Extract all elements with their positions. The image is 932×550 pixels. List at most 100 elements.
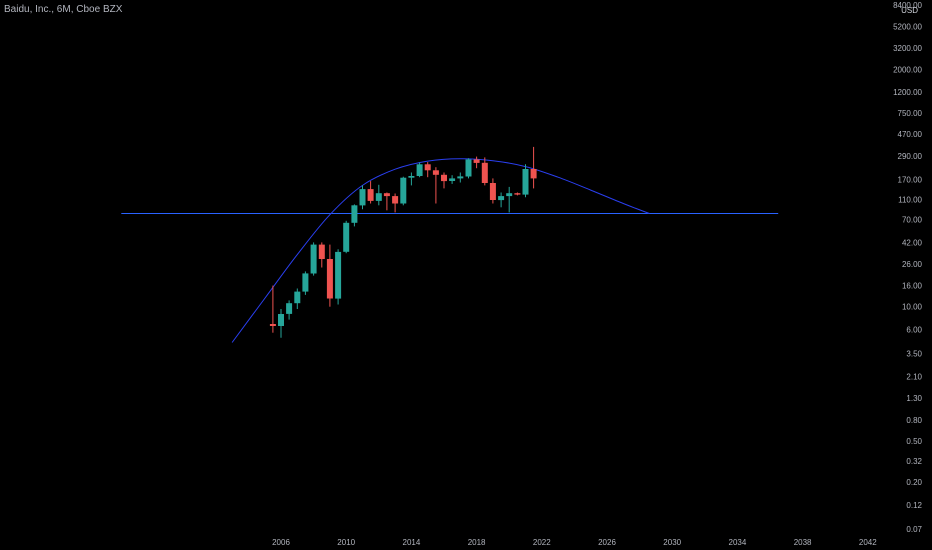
price-tick-label: 1.30 <box>906 394 922 403</box>
candle-body <box>343 222 350 252</box>
price-tick-label: 1200.00 <box>893 88 922 97</box>
price-axis[interactable]: USD 8400.00 5200.00 3200.00 2000.00 1200.00 7… <box>893 1 922 534</box>
candle-down[interactable] <box>392 193 399 213</box>
candle-body <box>359 189 366 206</box>
price-tick-label: 16.00 <box>902 282 923 291</box>
time-tick-label: 2018 <box>468 538 486 547</box>
candle-up[interactable] <box>498 192 505 208</box>
candle-body <box>465 159 472 177</box>
candle-up[interactable] <box>278 309 284 338</box>
candle-down[interactable] <box>432 167 439 204</box>
candle-body <box>514 193 521 195</box>
candle-up[interactable] <box>408 172 415 186</box>
price-tick-label: 0.12 <box>906 501 922 510</box>
price-tick-label: 2.10 <box>906 373 922 382</box>
candle-body <box>530 169 537 179</box>
candle-up[interactable] <box>302 271 309 295</box>
price-tick-label: 3.50 <box>906 350 922 359</box>
candle-down[interactable] <box>489 178 496 204</box>
candle-down[interactable] <box>473 156 480 169</box>
candle-up[interactable] <box>457 172 464 183</box>
candle-up[interactable] <box>335 249 342 305</box>
drawing-layer <box>121 158 779 343</box>
price-tick-label: 290.00 <box>898 152 923 161</box>
candle-down[interactable] <box>367 181 374 204</box>
candle-up[interactable] <box>400 176 407 206</box>
price-tick-label: 0.32 <box>906 457 922 466</box>
candle-down[interactable] <box>318 242 325 268</box>
price-tick-label: 10.00 <box>902 303 923 312</box>
time-tick-label: 2006 <box>272 538 290 547</box>
candle-down[interactable] <box>424 162 431 178</box>
candle-up[interactable] <box>416 162 423 178</box>
candle-body <box>473 159 480 163</box>
time-tick-label: 2014 <box>403 538 421 547</box>
candle-body <box>335 251 342 299</box>
candle-body <box>302 273 309 292</box>
candle-up[interactable] <box>351 204 358 227</box>
candle-body <box>351 205 358 223</box>
time-tick-label: 2042 <box>859 538 877 547</box>
candles-layer <box>269 146 537 338</box>
candle-body <box>310 244 317 274</box>
candle-body <box>408 176 415 178</box>
candle-up[interactable] <box>343 220 350 254</box>
time-tick-label: 2030 <box>663 538 681 547</box>
candle-up[interactable] <box>294 288 301 310</box>
candle-body <box>522 169 529 195</box>
time-tick-label: 2022 <box>533 538 551 547</box>
price-tick-label: 6.00 <box>906 326 922 335</box>
candle-body <box>383 193 390 197</box>
time-tick-label: 2038 <box>794 538 812 547</box>
price-tick-label: 70.00 <box>902 216 923 225</box>
price-tick-label: 42.00 <box>902 238 923 247</box>
candle-down[interactable] <box>269 285 276 333</box>
candle-body <box>432 170 439 175</box>
price-tick-label: 0.20 <box>906 478 922 487</box>
candle-body <box>392 196 399 204</box>
candle-body <box>400 177 407 204</box>
candle-body <box>498 196 505 201</box>
arc-curve[interactable] <box>231 158 650 343</box>
candle-down[interactable] <box>441 172 447 189</box>
candle-down[interactable] <box>383 192 390 211</box>
candle-up[interactable] <box>449 175 456 184</box>
candle-up[interactable] <box>286 300 293 320</box>
price-tick-label: 2000.00 <box>893 65 922 74</box>
candle-body <box>326 259 333 299</box>
price-axis-unit: USD <box>901 6 918 15</box>
price-tick-label: 750.00 <box>898 109 923 118</box>
time-tick-label: 2034 <box>729 538 747 547</box>
candle-down[interactable] <box>326 244 333 307</box>
candle-up[interactable] <box>375 184 382 206</box>
price-tick-label: 8400.00 <box>893 1 922 10</box>
candle-body <box>481 162 488 183</box>
candle-body <box>367 189 374 201</box>
price-tick-label: 3200.00 <box>893 44 922 53</box>
candle-up[interactable] <box>359 185 366 210</box>
candle-up[interactable] <box>506 186 513 213</box>
candle-body <box>269 324 276 326</box>
candle-body <box>441 174 447 182</box>
time-axis[interactable]: 2006 2010 2014 2018 2022 2026 2030 2034 2038 2042 <box>272 538 877 547</box>
candle-down[interactable] <box>514 192 521 196</box>
price-tick-label: 470.00 <box>898 130 923 139</box>
price-tick-label: 110.00 <box>898 195 922 204</box>
time-tick-label: 2026 <box>598 538 616 547</box>
candle-body <box>424 164 431 171</box>
candle-body <box>318 244 325 259</box>
time-tick-label: 2010 <box>337 538 355 547</box>
candle-up[interactable] <box>465 158 472 179</box>
candle-body <box>294 291 301 304</box>
price-tick-label: 26.00 <box>902 260 923 269</box>
candle-body <box>449 178 456 181</box>
candle-down[interactable] <box>530 146 537 189</box>
candle-up[interactable] <box>522 164 529 198</box>
candle-down[interactable] <box>481 157 488 186</box>
price-tick-label: 170.00 <box>898 176 923 185</box>
candle-body <box>416 164 423 176</box>
candle-body <box>278 314 284 326</box>
price-tick-label: 0.50 <box>906 437 922 446</box>
candle-up[interactable] <box>310 242 317 276</box>
